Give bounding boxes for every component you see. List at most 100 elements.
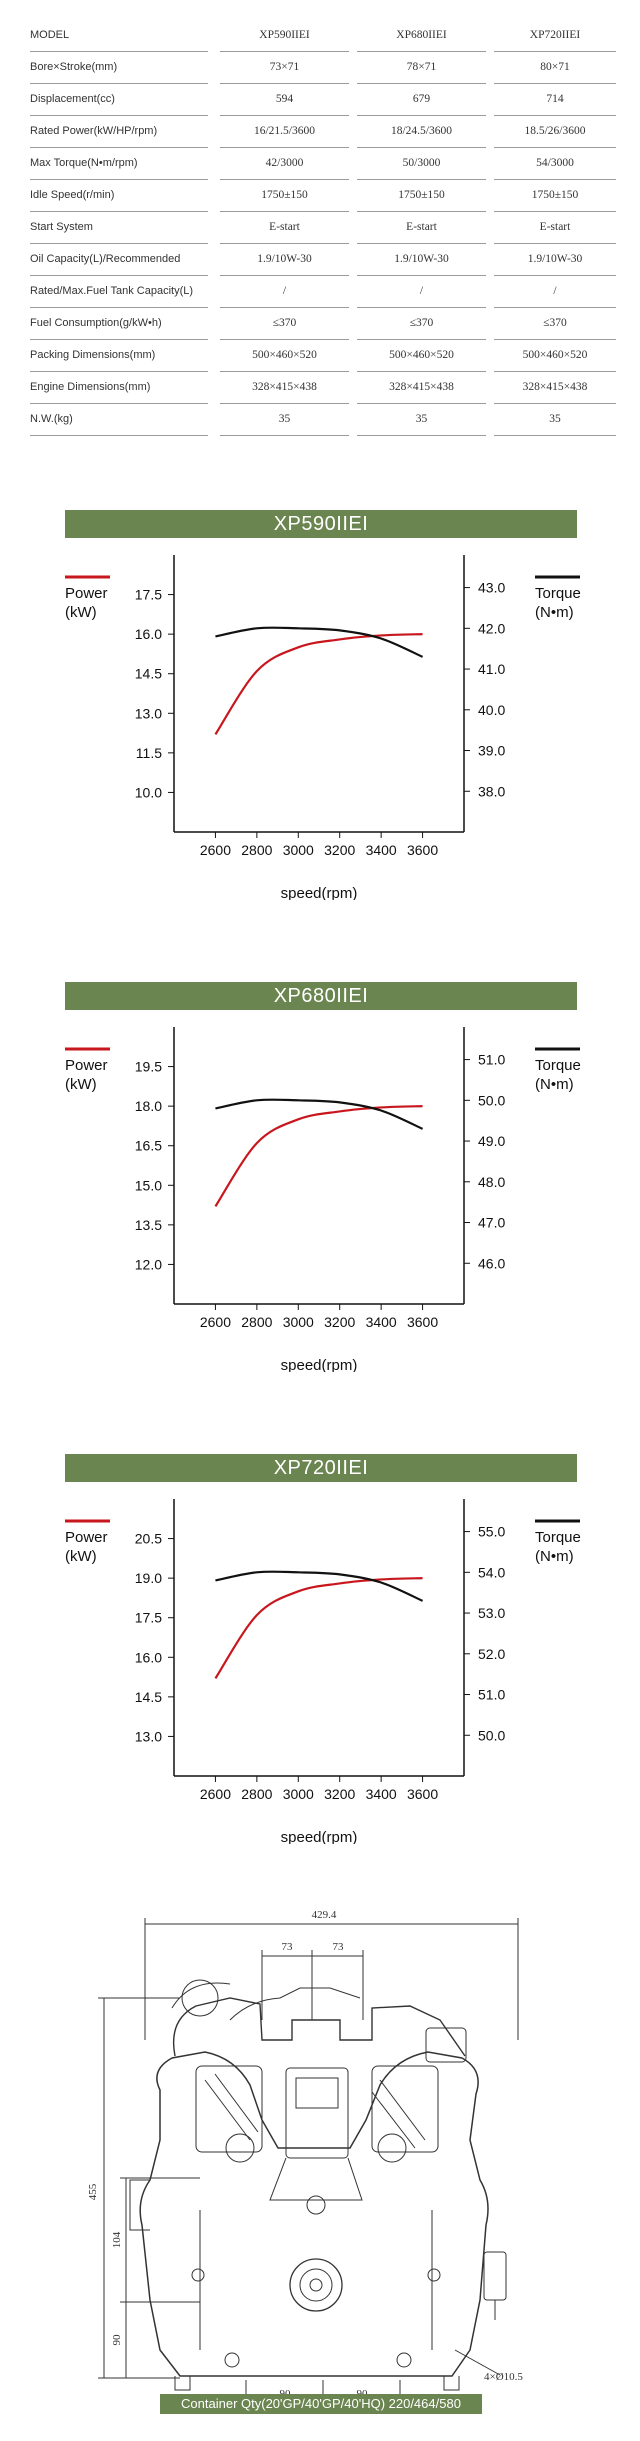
dim-half-left-label: 73 [282,1941,294,1953]
spec-value: 1.9/10W-30 [216,244,353,276]
dim-width-label: 429.4 [312,1909,337,1921]
cell-text: 714 [494,84,616,116]
cell-text: E-start [494,212,616,244]
power-legend-unit: (kW) [65,1076,97,1093]
spec-row: Engine Dimensions(mm) 328×415×438 328×415×… [20,372,620,404]
cell-text: 328×415×438 [357,372,486,404]
x-tick-label: 3000 [283,1786,314,1802]
right-tick-label: 39.0 [478,743,505,759]
cell-text: 18.5/26/3600 [494,116,616,148]
left-tick-label: 20.5 [135,1531,162,1547]
cell-text: Engine Dimensions(mm) [30,372,208,404]
spec-label: Rated Power(kW/HP/rpm) [20,116,216,148]
left-tick-label: 10.0 [135,784,162,800]
cell-text: 328×415×438 [494,372,616,404]
cell-text: MODEL [30,20,208,52]
spec-value: ≤370 [490,308,620,340]
right-tick-label: 50.0 [478,1727,505,1743]
spec-value: 54/3000 [490,148,620,180]
x-tick-label: 2800 [241,1786,272,1802]
cell-text: 35 [220,404,349,436]
spec-label: Max Torque(N•m/rpm) [20,148,216,180]
cell-text: E-start [357,212,486,244]
spec-value: 35 [490,404,620,436]
spec-label: Packing Dimensions(mm) [20,340,216,372]
cell-text: 1750±150 [494,180,616,212]
cell-text: 500×460×520 [494,340,616,372]
spec-value: 328×415×438 [490,372,620,404]
torque-legend-label: Torque [535,585,581,602]
power-legend-label: Power [65,1057,108,1074]
spec-value: 1750±150 [490,180,620,212]
cell-text: Fuel Consumption(g/kW•h) [30,308,208,340]
cell-text: Bore×Stroke(mm) [30,52,208,84]
left-tick-label: 15.0 [135,1177,162,1193]
spec-value: 1750±150 [353,180,490,212]
left-tick-label: 17.5 [135,1610,162,1626]
spec-row: Bore×Stroke(mm) 73×71 78×71 80×71 [20,52,620,84]
spec-label: Engine Dimensions(mm) [20,372,216,404]
cell-text: Rated Power(kW/HP/rpm) [30,116,208,148]
container-qty-banner: Container Qty(20'GP/40'GP/40'HQ) 220/464… [160,2394,482,2414]
spec-value: 50/3000 [353,148,490,180]
spec-value: / [216,276,353,308]
cell-text: / [357,276,486,308]
x-tick-label: 3000 [283,842,314,858]
spec-row: Displacement(cc) 594 679 714 [20,84,620,116]
spec-value: 1.9/10W-30 [353,244,490,276]
cell-text: Idle Speed(r/min) [30,180,208,212]
cell-text: 1.9/10W-30 [357,244,486,276]
power-torque-chart-xp680: 19.5 18.0 16.5 15.0 13.5 12.0 51.0 50.0 49.0 48.0… [65,1027,581,1372]
spec-value: E-start [490,212,620,244]
cell-text: 18/24.5/3600 [357,116,486,148]
right-tick-label: 47.0 [478,1215,505,1231]
x-tick-label: 2800 [241,842,272,858]
spec-row: Max Torque(N•m/rpm) 42/3000 50/3000 54/3000 [20,148,620,180]
spec-value: 80×71 [490,52,620,84]
spec-value: ≤370 [216,308,353,340]
power-curve [214,633,423,735]
spec-row: Start System E-start E-start E-start [20,212,620,244]
cell-text: / [494,276,616,308]
spec-value: 500×460×520 [216,340,353,372]
spec-label: Bore×Stroke(mm) [20,52,216,84]
x-tick-label: 3200 [324,1786,355,1802]
spec-row: N.W.(kg) 35 35 35 [20,404,620,436]
cell-text: XP680IIEI [357,20,486,52]
x-tick-label: 3000 [283,1314,314,1330]
left-tick-label: 14.5 [135,666,162,682]
power-legend-unit: (kW) [65,1548,97,1565]
cell-text: 1750±150 [357,180,486,212]
left-tick-label: 18.0 [135,1098,162,1114]
spec-label: Fuel Consumption(g/kW•h) [20,308,216,340]
cell-text: XP590IIEI [220,20,349,52]
spec-row: Oil Capacity(L)/Recommended 1.9/10W-30 1.9… [20,244,620,276]
torque-curve [215,626,424,658]
cell-text: 1750±150 [220,180,349,212]
x-tick-label: 2600 [200,1314,231,1330]
spec-header-row: MODEL XP590IIEI XP680IIEI XP720IIEI [20,20,620,52]
x-tick-label: 3400 [366,842,397,858]
right-tick-label: 51.0 [478,1687,505,1703]
cell-text: 679 [357,84,486,116]
cell-text: 328×415×438 [220,372,349,404]
spec-value: 500×460×520 [490,340,620,372]
x-tick-label: 3400 [366,1786,397,1802]
right-tick-label: 50.0 [478,1092,505,1108]
spec-value: 35 [216,404,353,436]
model-name: XP680IIEI [353,20,490,52]
cell-text: ≤370 [494,308,616,340]
spec-value: / [353,276,490,308]
cell-text: Oil Capacity(L)/Recommended [30,244,208,276]
torque-legend-unit: (N•m) [535,1076,574,1093]
left-tick-label: 19.5 [135,1059,162,1075]
cell-text: 35 [494,404,616,436]
spec-value: 78×71 [353,52,490,84]
spec-value: 328×415×438 [216,372,353,404]
spec-value: E-start [216,212,353,244]
spec-label: N.W.(kg) [20,404,216,436]
cell-text: 500×460×520 [220,340,349,372]
spec-value: 18.5/26/3600 [490,116,620,148]
model-header-label: MODEL [20,20,216,52]
x-axis-label: speed(rpm) [281,1357,358,1372]
